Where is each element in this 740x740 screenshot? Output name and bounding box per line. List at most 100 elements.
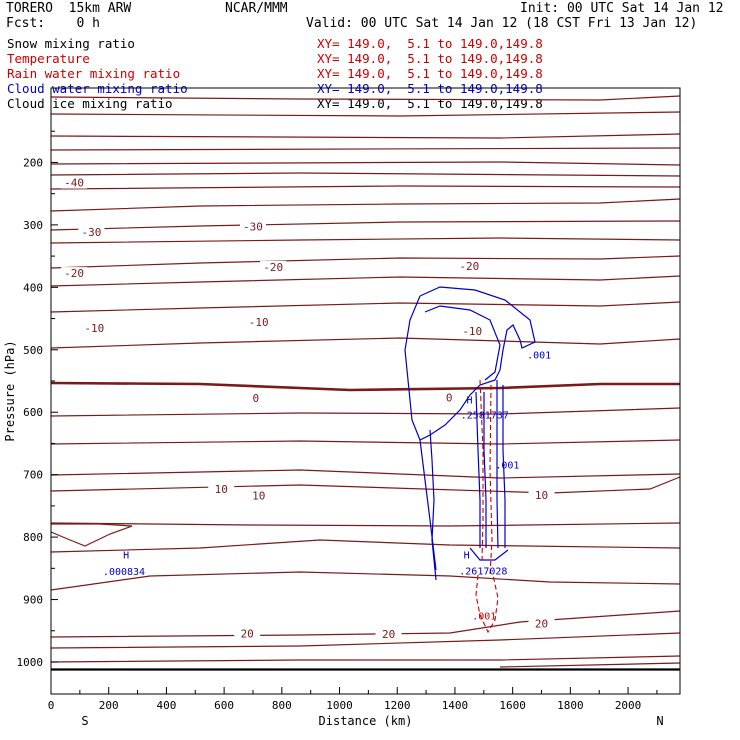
isotherm-label-bg (208, 483, 235, 496)
isotherm-label: 20 (241, 627, 254, 640)
x-end-label-south: S (81, 714, 88, 728)
isotherm-line (50, 147, 681, 151)
init-time: Init: 00 UTC Sat 14 Jan 12 (520, 1, 724, 16)
field-name-cloud-ice: Cloud ice mixing ratio (7, 96, 173, 111)
isotherm-line (50, 95, 681, 101)
y-tick-label: 800 (23, 531, 43, 544)
isotherm-label-bg (459, 325, 486, 338)
cloud-water-contour (429, 429, 437, 581)
isotherm-line (50, 476, 681, 494)
x-tick-label: 1000 (326, 699, 353, 712)
forecast-hour: Fcst: 0 h (6, 16, 100, 31)
isotherm-lines (50, 95, 681, 668)
isotherm-label-bg (239, 220, 266, 233)
isotherm-line (50, 655, 681, 663)
y-tick-label: 1000 (17, 656, 44, 669)
isotherm-label: 0 (253, 392, 260, 405)
isotherm-line (50, 632, 681, 649)
isotherm-line (50, 522, 681, 527)
isotherm-label-bg (81, 322, 108, 335)
plot-border (50, 87, 681, 695)
isotherm-label-bg (528, 617, 555, 630)
rain-water-contour (475, 574, 499, 634)
isotherm-label-bg (245, 315, 272, 328)
x-tick-label: 600 (214, 699, 234, 712)
isotherm-line (50, 172, 681, 177)
plot-frame (50, 87, 681, 695)
x-axis-title: Distance (km) (319, 714, 413, 728)
isotherm-line (50, 407, 681, 417)
isotherm-label-bg (436, 391, 463, 404)
x-tick-label: 800 (272, 699, 292, 712)
isotherm-label: 20 (382, 628, 395, 641)
field-name-temperature: Temperature (7, 51, 90, 66)
x-tick-label: 400 (156, 699, 176, 712)
isotherm-label: -10 (249, 316, 269, 329)
isotherm-line (50, 301, 681, 313)
isotherm-label-bg (245, 489, 272, 502)
isotherm-label-bg (78, 225, 105, 238)
contour-annotation: .001 (472, 612, 496, 623)
isotherm-line (50, 439, 681, 445)
isotherm-label: -30 (81, 226, 101, 239)
isotherm-line (50, 255, 681, 269)
x-tick-label: 0 (48, 699, 55, 712)
center-title: NCAR/MMM (225, 1, 288, 16)
isotherm-label: -20 (263, 261, 283, 274)
y-tick-label: 700 (23, 469, 43, 482)
isotherm-line (50, 237, 681, 244)
isotherm-label-bg (61, 176, 88, 189)
contour-annotation: .2581737 (461, 410, 509, 421)
valid-time: Valid: 00 UTC Sat 14 Jan 12 (18 CST Fri … (306, 16, 698, 31)
isotherm-label: 10 (535, 489, 548, 502)
isotherm-label: 10 (252, 489, 265, 502)
rain-water-contour (489, 384, 493, 576)
contour-annotation: .000834 (103, 567, 145, 578)
isotherm-label: -10 (84, 322, 104, 335)
y-tick-label: 200 (23, 156, 43, 169)
field-xy-snow: XY= 149.0, 5.1 to 149.0,149.8 (317, 36, 543, 51)
cloud-water-contour (502, 385, 506, 548)
isotherm-closed-contour (50, 523, 133, 547)
y-tick-label: 500 (23, 344, 43, 357)
cloud-water-contour (469, 547, 509, 561)
y-tick-label: 300 (23, 219, 43, 232)
isotherm-line (50, 198, 681, 212)
x-tick-label: 200 (99, 699, 119, 712)
isotherm-line (50, 469, 681, 479)
contour-annotation: H (466, 395, 472, 406)
contour-annotation: .001 (495, 460, 519, 471)
isotherm-label: 0 (446, 391, 453, 404)
axes: 0 200 400 600 800 1000 1200 1400 1600 1800 2000200… (3, 130, 664, 728)
isotherm-line (50, 111, 681, 117)
y-tick-label: 900 (23, 594, 43, 607)
isotherm-label: -40 (64, 177, 84, 190)
isotherm-label: -30 (243, 220, 263, 233)
rain-water-contour (479, 379, 484, 561)
x-tick-label: 1400 (442, 699, 469, 712)
cloud-contours (404, 286, 536, 634)
isotherm-line (50, 337, 681, 349)
model-title: TORERO 15km ARW (6, 1, 132, 16)
cloud-water-contour (475, 391, 481, 548)
contour-annotation: H (123, 550, 129, 561)
isotherm-label: 20 (535, 617, 548, 630)
x-tick-label: 1800 (557, 699, 584, 712)
y-tick-label: 600 (23, 406, 43, 419)
isotherm-line (499, 662, 681, 668)
y-tick-label: 400 (23, 281, 43, 294)
isotherm-line (50, 275, 681, 287)
x-tick-label: 1200 (384, 699, 411, 712)
contour-labels: -40 -30 -30 -20 -20 -20 -10 -10 -10 0 0 10 10 10 20 20 2… (61, 176, 555, 641)
cloud-water-contour (496, 380, 499, 549)
cloud-water-contour (483, 392, 487, 548)
cloud-water-contour (424, 305, 501, 381)
isotherm-label: -20 (459, 260, 479, 273)
y-axis-title: Pressure (hPa) (3, 340, 17, 441)
isotherm-line (50, 571, 681, 591)
isotherm-line (50, 185, 681, 190)
isotherm-label-bg (375, 628, 402, 641)
isotherm-label-bg (260, 260, 287, 273)
x-tick-label: 2000 (615, 699, 642, 712)
